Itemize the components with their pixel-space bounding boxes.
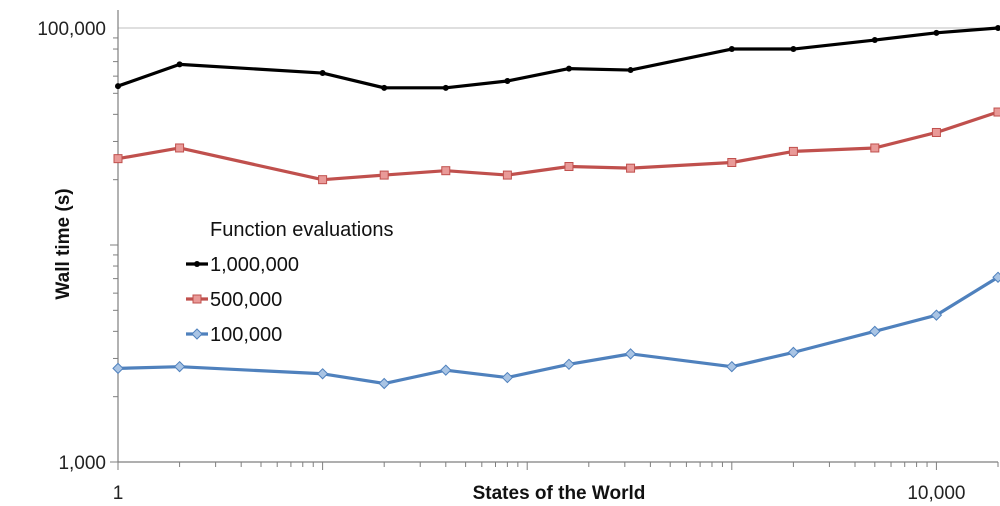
data-point bbox=[319, 70, 326, 77]
legend-items: 1,000,000 500,000 100,000 bbox=[186, 254, 299, 346]
y-tick-label: 1,000 bbox=[58, 453, 106, 474]
data-point bbox=[318, 175, 328, 185]
data-point bbox=[112, 362, 124, 375]
legend-item-2: 500,000 bbox=[186, 289, 282, 311]
data-point bbox=[931, 127, 941, 137]
y-axis-title: Wall time (s) bbox=[53, 188, 74, 299]
legend-label: 500,000 bbox=[210, 289, 282, 311]
series-line bbox=[117, 26, 999, 90]
x-axis-title: States of the World bbox=[473, 483, 646, 504]
legend-label: 100,000 bbox=[210, 324, 282, 346]
data-point bbox=[442, 84, 449, 91]
data-point bbox=[993, 107, 1000, 117]
data-point bbox=[728, 46, 735, 53]
data-point bbox=[727, 157, 737, 167]
y-tick-label: 100,000 bbox=[37, 19, 106, 40]
data-point bbox=[995, 25, 1000, 31]
data-point bbox=[563, 358, 575, 371]
data-point bbox=[176, 61, 183, 68]
data-point bbox=[175, 143, 185, 153]
x-tick-label: 1 bbox=[113, 483, 124, 504]
legend-swatch-marker bbox=[192, 294, 202, 304]
data-point bbox=[501, 371, 514, 384]
x-tick-label: 10,000 bbox=[907, 483, 965, 504]
series-line bbox=[117, 110, 999, 182]
data-point bbox=[440, 364, 452, 376]
data-point bbox=[115, 83, 121, 90]
data-point bbox=[871, 37, 878, 44]
data-point bbox=[787, 346, 800, 359]
data-point bbox=[565, 65, 572, 72]
series-2 bbox=[113, 107, 1000, 185]
data-point bbox=[564, 162, 574, 172]
data-point bbox=[930, 309, 943, 321]
legend-label: 1,000,000 bbox=[210, 254, 299, 276]
data-point bbox=[381, 84, 388, 91]
data-point bbox=[316, 368, 329, 380]
legend-title: Function evaluations bbox=[210, 219, 393, 241]
legend-item-1: 1,000,000 bbox=[186, 254, 299, 276]
data-point bbox=[113, 154, 123, 164]
data-point bbox=[504, 77, 511, 84]
legend-swatch-marker bbox=[194, 261, 200, 267]
data-point bbox=[933, 29, 940, 36]
series-1 bbox=[115, 25, 1000, 91]
data-point bbox=[788, 146, 798, 156]
data-point bbox=[992, 271, 1000, 283]
data-point bbox=[870, 143, 880, 153]
data-point bbox=[441, 166, 451, 176]
legend: Function evaluations 1,000,000 500,000 100… bbox=[186, 219, 393, 346]
data-point bbox=[626, 163, 636, 173]
data-point bbox=[790, 46, 797, 53]
data-point bbox=[624, 348, 637, 360]
data-point bbox=[726, 360, 738, 373]
legend-item-3: 100,000 bbox=[186, 324, 282, 346]
data-point bbox=[379, 170, 389, 180]
data-point bbox=[173, 360, 186, 373]
legend-swatch-marker bbox=[191, 328, 203, 340]
data-point bbox=[502, 170, 512, 180]
data-point bbox=[378, 377, 390, 390]
data-point bbox=[869, 325, 881, 338]
series-group bbox=[112, 25, 1000, 390]
data-point bbox=[627, 67, 634, 74]
series-3 bbox=[112, 271, 1000, 390]
ticks: 1,000 100,000 1 10,000 bbox=[37, 19, 999, 504]
